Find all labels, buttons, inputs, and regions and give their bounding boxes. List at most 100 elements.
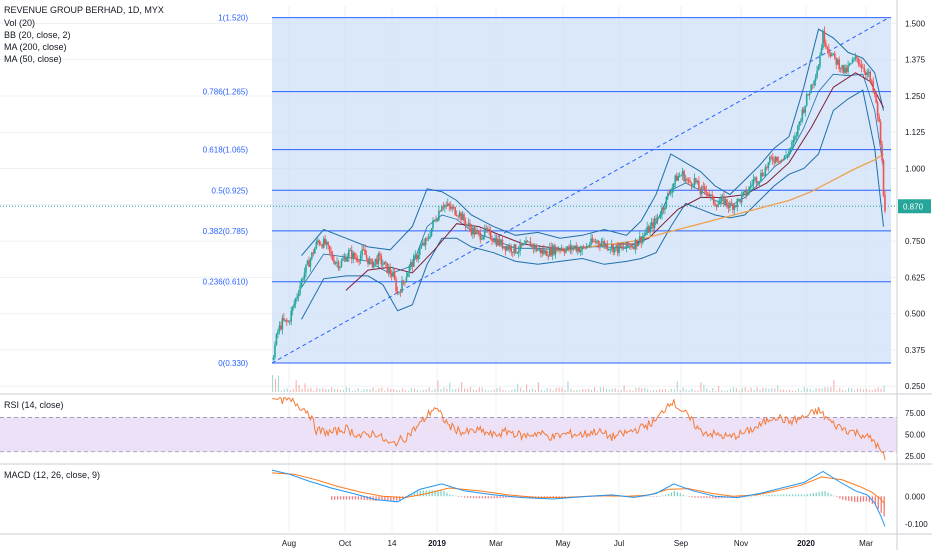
candle-body (624, 247, 626, 249)
candle-body (297, 293, 300, 297)
volume-bar (384, 390, 386, 392)
fib-level-label: 0.786(1.265) (203, 88, 249, 97)
volume-bar (537, 382, 539, 392)
candle-body (783, 155, 786, 160)
candle-body (789, 147, 792, 152)
candle-body (761, 172, 764, 176)
candle-body (529, 241, 532, 247)
candle-body (387, 267, 390, 273)
bb-upper-line (301, 28, 884, 256)
macd-histogram-bar (688, 496, 690, 497)
candle-body (399, 291, 402, 293)
macd-histogram-bar (833, 495, 835, 497)
ma50-legend[interactable]: MA (50, close) (4, 54, 62, 64)
macd-legend[interactable]: MACD (12, 26, close, 9) (4, 470, 100, 480)
candle-body (621, 246, 623, 248)
candle-body (709, 194, 712, 196)
candle-body (358, 260, 360, 262)
candle-body (743, 190, 746, 193)
candle-body (560, 248, 563, 250)
candle-body (746, 192, 749, 196)
volume-bar (517, 383, 519, 392)
volume-bar (472, 389, 474, 392)
volume-bar (806, 388, 808, 392)
macd-histogram-bar (856, 496, 859, 503)
candle-body (542, 249, 545, 254)
rsi-legend[interactable]: RSI (14, close) (4, 400, 64, 410)
candle-body (727, 205, 730, 208)
volume-bar (877, 387, 879, 392)
macd-histogram-bar (534, 496, 537, 498)
macd-histogram-bar (404, 496, 407, 497)
candle-body (316, 240, 319, 242)
candle-body (613, 247, 616, 253)
candle-body (627, 241, 629, 246)
price-axis-tick: 1.500 (905, 19, 926, 28)
volume-bar (396, 390, 398, 392)
candle-body (516, 252, 518, 254)
candle-body (739, 198, 742, 203)
candle-body (349, 250, 352, 251)
volume-bar (777, 385, 779, 392)
fib-retracement[interactable]: 1(1.520) 0.786(1.265) 0.618(1.065) 0.5(0.92… (0, 14, 897, 368)
volume-bar (558, 387, 560, 392)
candle-body (575, 245, 578, 251)
candle-body (514, 244, 517, 253)
volume-bar (413, 388, 415, 392)
candle-body (475, 230, 477, 235)
vol-legend[interactable]: Vol (20) (4, 18, 35, 28)
volume-bar (351, 390, 353, 392)
macd-histogram-bar (812, 493, 814, 497)
fib-level-label: 1(1.520) (218, 14, 248, 23)
candle-body (804, 105, 807, 113)
macd-histogram-bar (345, 496, 348, 500)
volume-bar (703, 384, 705, 392)
candle-body (413, 255, 415, 267)
macd-histogram-bar (806, 494, 809, 497)
candle-body (328, 245, 331, 251)
volume-bar (345, 387, 347, 392)
candle-body (441, 206, 443, 212)
volume-bar (635, 387, 637, 392)
volume-bar (650, 390, 652, 392)
ma200-legend[interactable]: MA (200, close) (4, 42, 67, 52)
candle-body (649, 225, 651, 233)
volume-bar (416, 389, 418, 392)
candle-body (545, 250, 548, 257)
candle-body (788, 151, 790, 156)
bb-legend[interactable]: BB (20, close, 2) (4, 30, 71, 40)
macd-histogram-bar (735, 496, 738, 498)
candle-body (826, 47, 829, 50)
candle-body (308, 260, 310, 267)
macd-histogram-bar (393, 496, 395, 501)
volume-bar (520, 387, 522, 392)
candle-body (548, 247, 551, 257)
candle-body (633, 246, 635, 249)
candle-body (477, 231, 480, 233)
volume-bar (375, 390, 377, 392)
volume-bar (836, 390, 838, 392)
candle-body (730, 202, 733, 205)
macd-pane: 0.000 -0.100 (271, 469, 928, 529)
volume-bar (407, 390, 409, 392)
candle-body (854, 56, 857, 59)
macd-histogram-bar (434, 490, 436, 497)
volume-bar (322, 388, 324, 392)
candle-body (321, 244, 324, 248)
candle-body (599, 243, 601, 247)
volume-bar (605, 388, 607, 392)
candle-body (670, 192, 672, 194)
macd-histogram-bar (452, 495, 454, 497)
candle-body (393, 271, 396, 280)
volume-bar (676, 381, 678, 392)
macd-histogram-bar (594, 496, 596, 497)
macd-histogram-bar (682, 494, 684, 497)
macd-histogram-bar (496, 496, 498, 499)
candle-body (715, 205, 718, 208)
macd-histogram-bar (703, 496, 705, 498)
candle-body (714, 203, 716, 206)
time-axis-tick: Oct (339, 539, 352, 548)
candle-body (571, 245, 573, 250)
